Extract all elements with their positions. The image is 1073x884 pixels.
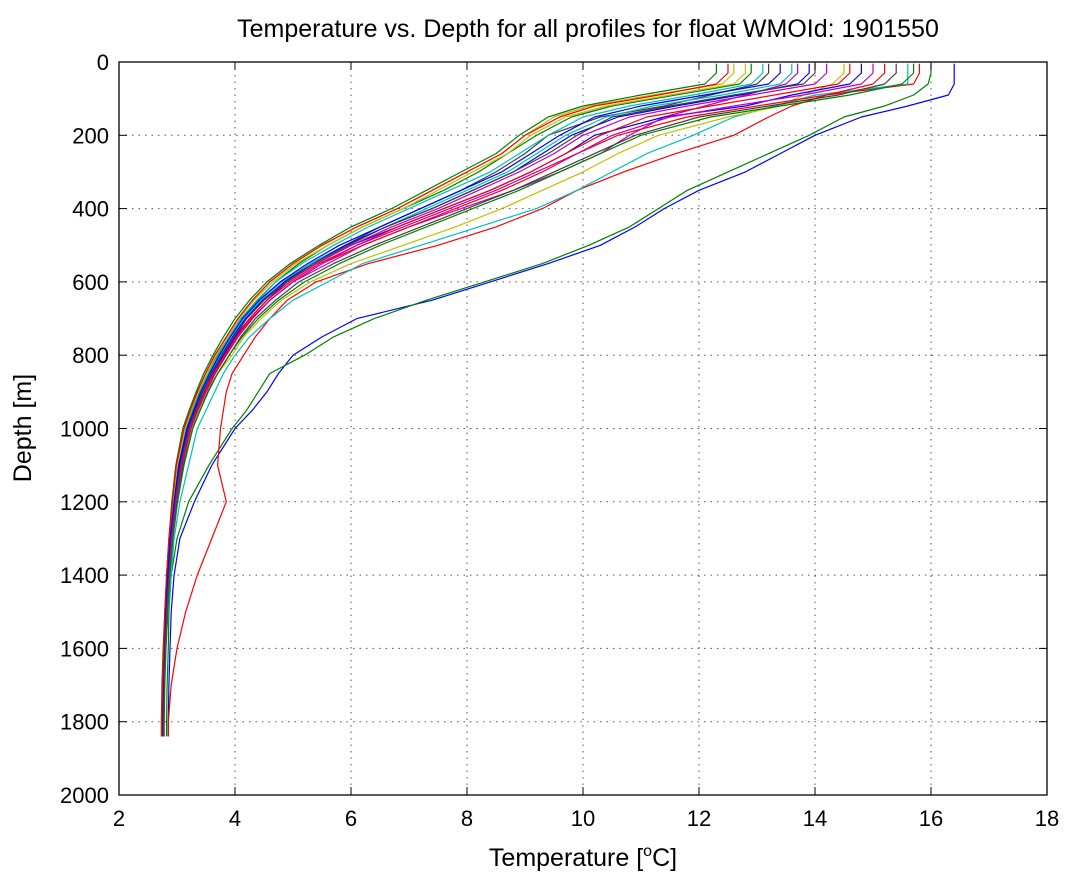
x-tick-label: 16	[919, 806, 943, 831]
profile-lines	[160, 63, 955, 737]
x-tick-label: 6	[345, 806, 357, 831]
y-tick-label: 1400	[60, 563, 109, 588]
y-tick-label: 1200	[60, 490, 109, 515]
x-tick-label: 8	[461, 806, 473, 831]
y-tick-label: 1600	[60, 636, 109, 661]
x-tick-label: 2	[113, 806, 125, 831]
y-tick-label: 600	[72, 270, 109, 295]
chart-title: Temperature vs. Depth for all profiles f…	[237, 15, 939, 43]
x-tick-label: 14	[803, 806, 827, 831]
x-axis-label-superscript: o	[643, 843, 652, 860]
y-tick-label: 200	[72, 123, 109, 148]
y-tick-label: 800	[72, 343, 109, 368]
profile-line	[167, 63, 955, 737]
profile-line	[161, 63, 729, 737]
profile-line	[161, 63, 781, 737]
x-tick-label: 10	[571, 806, 595, 831]
y-tick-label: 0	[97, 50, 109, 75]
x-axis-label-unit: C]	[652, 844, 677, 872]
y-tick-label: 400	[72, 197, 109, 222]
profile-line	[162, 63, 909, 737]
x-tick-label: 18	[1035, 806, 1059, 831]
profile-line	[163, 63, 915, 737]
y-tick-label: 1800	[60, 710, 109, 735]
profile-line	[162, 63, 874, 737]
x-axis-label-main: Temperature [	[489, 844, 643, 872]
y-tick-label: 2000	[60, 783, 109, 808]
x-axis-label: Temperature [oC]	[489, 843, 677, 872]
x-tick-label: 12	[687, 806, 711, 831]
axis-ticks: 2 4 6 8 10 12 14 16 18 0 200 400 600 800 1000 1200 1400 1…	[60, 50, 1059, 831]
y-axis-label: Depth [m]	[9, 374, 37, 482]
x-tick-label: 4	[229, 806, 241, 831]
profile-line	[167, 63, 921, 737]
y-tick-label: 1000	[60, 417, 109, 442]
